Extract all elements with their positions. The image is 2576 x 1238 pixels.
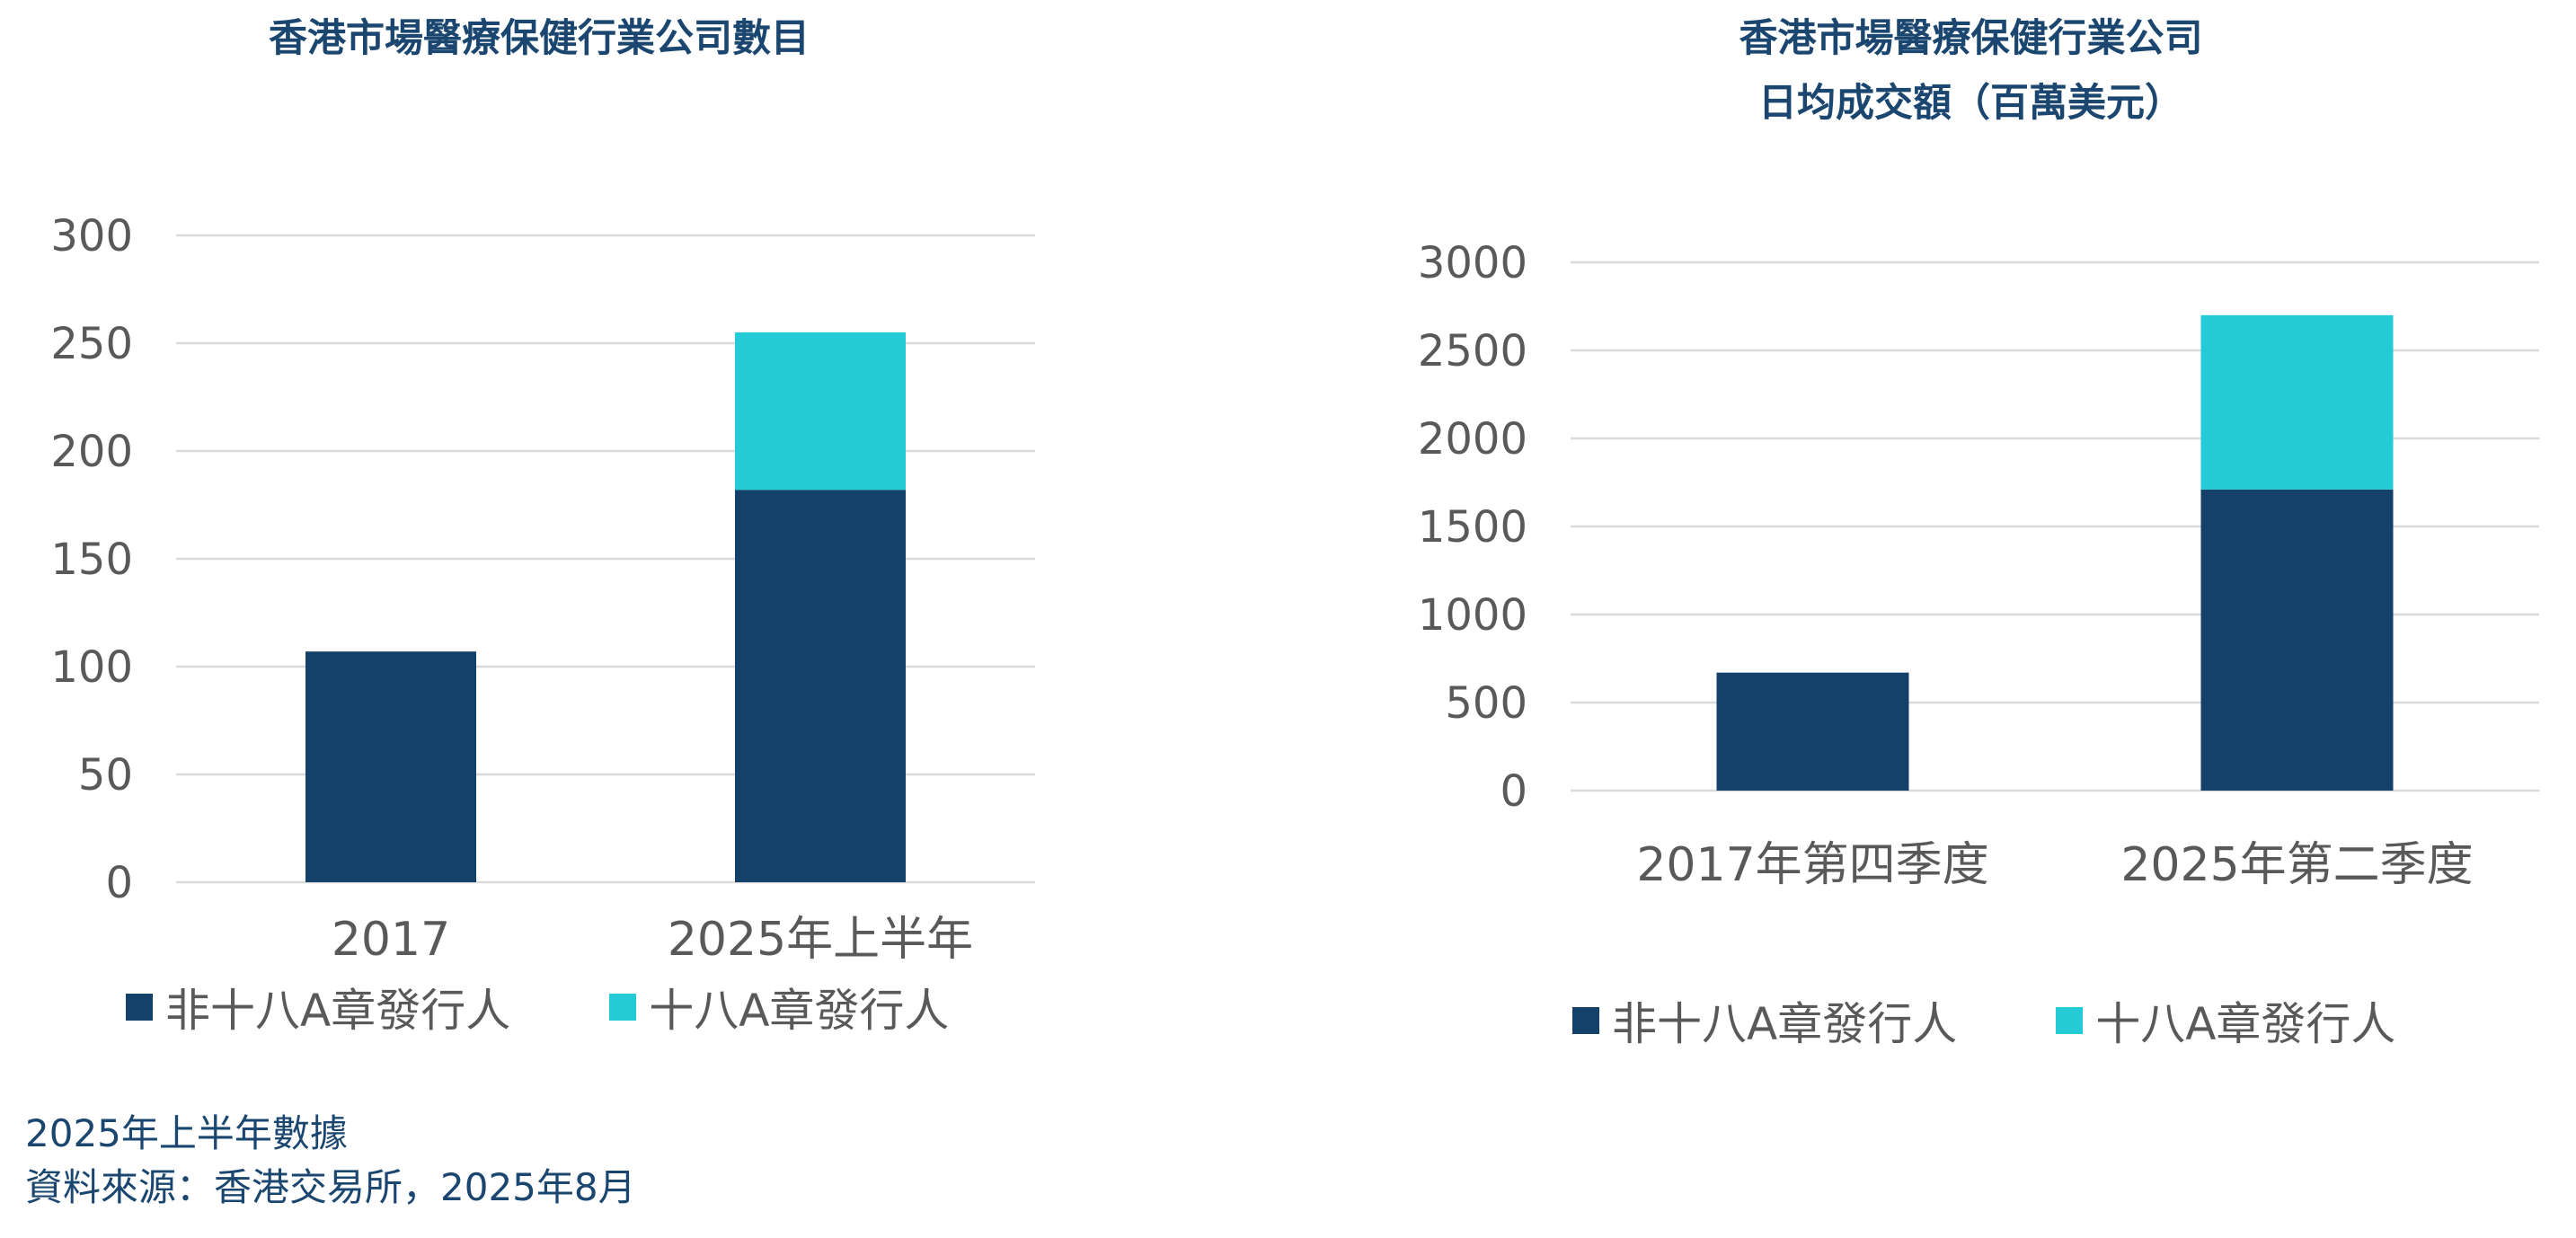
y-tick-label: 1000 [1418,590,1527,641]
chart-canvas: 0 50 100 150 200 250 300 2017 2025年上半年 [50,211,1035,967]
legend-item-series1: 非十八A章發行人 [126,975,510,1039]
x-category-label: 2017 [332,913,450,967]
chart-company-count: 香港市場醫療保健行業公司數目 0 50 100 150 200 250 300 2017 202… [0,0,1078,1078]
legend-item-series2: 十八A章發行人 [2056,988,2395,1053]
bar-series2 [735,332,906,491]
legend-swatch [1572,1007,1599,1034]
bar-series1 [1716,672,1909,791]
y-tick-label: 500 [1445,678,1527,729]
y-tick-label: 3000 [1418,238,1527,288]
bar-series2 [2200,314,2394,490]
y-tick-label: 50 [78,750,133,800]
bar-series1 [735,490,906,882]
legend-label: 非十八A章發行人 [1612,998,1958,1050]
legend-label: 十八A章發行人 [2095,998,2396,1050]
y-tick-label: 1500 [1418,502,1527,553]
x-category-label: 2017年第四季度 [1636,838,1988,892]
legend: 非十八A章發行人 十八A章發行人 [1572,988,2395,1053]
y-tick-label: 2000 [1418,414,1527,464]
y-tick-label: 2500 [1418,326,1527,376]
chart-daily-turnover: 香港市場醫療保健行業公司 日均成交額（百萬美元） 0 500 1000 1500 200… [1366,0,2576,1078]
y-tick-label: 0 [1500,766,1527,817]
x-category-label: 2025年第二季度 [2120,838,2473,892]
legend: 非十八A章發行人 十八A章發行人 [126,975,949,1039]
footer-source: 資料來源：香港交易所，2025年8月 [25,1165,636,1209]
chart-title: 香港市場醫療保健行業公司數目 [269,16,810,61]
chart-title-line2: 日均成交額（百萬美元） [1758,81,2183,126]
y-tick-label: 100 [50,642,133,693]
y-tick-label: 0 [105,858,133,908]
y-tick-label: 300 [50,211,133,261]
x-category-label: 2025年上半年 [668,913,973,967]
legend-label: 非十八A章發行人 [165,985,511,1037]
chart-title: 香港市場醫療保健行業公司 [1739,16,2203,61]
chart-canvas: 0 500 1000 1500 2000 2500 3000 2017年第四季度 2025年第二… [1418,238,2539,892]
legend-item-series1: 非十八A章發行人 [1572,988,1957,1053]
bar-series1 [305,651,476,882]
y-tick-label: 250 [50,319,133,369]
legend-swatch [609,994,637,1021]
legend-label: 十八A章發行人 [649,985,950,1037]
legend-swatch [2056,1007,2084,1034]
y-tick-label: 200 [50,427,133,477]
legend-swatch [126,994,153,1021]
y-tick-label: 150 [50,535,133,585]
bar-series1 [2200,489,2394,791]
legend-item-series2: 十八A章發行人 [609,975,949,1039]
footer-note: 2025年上半年數據 [25,1111,348,1155]
